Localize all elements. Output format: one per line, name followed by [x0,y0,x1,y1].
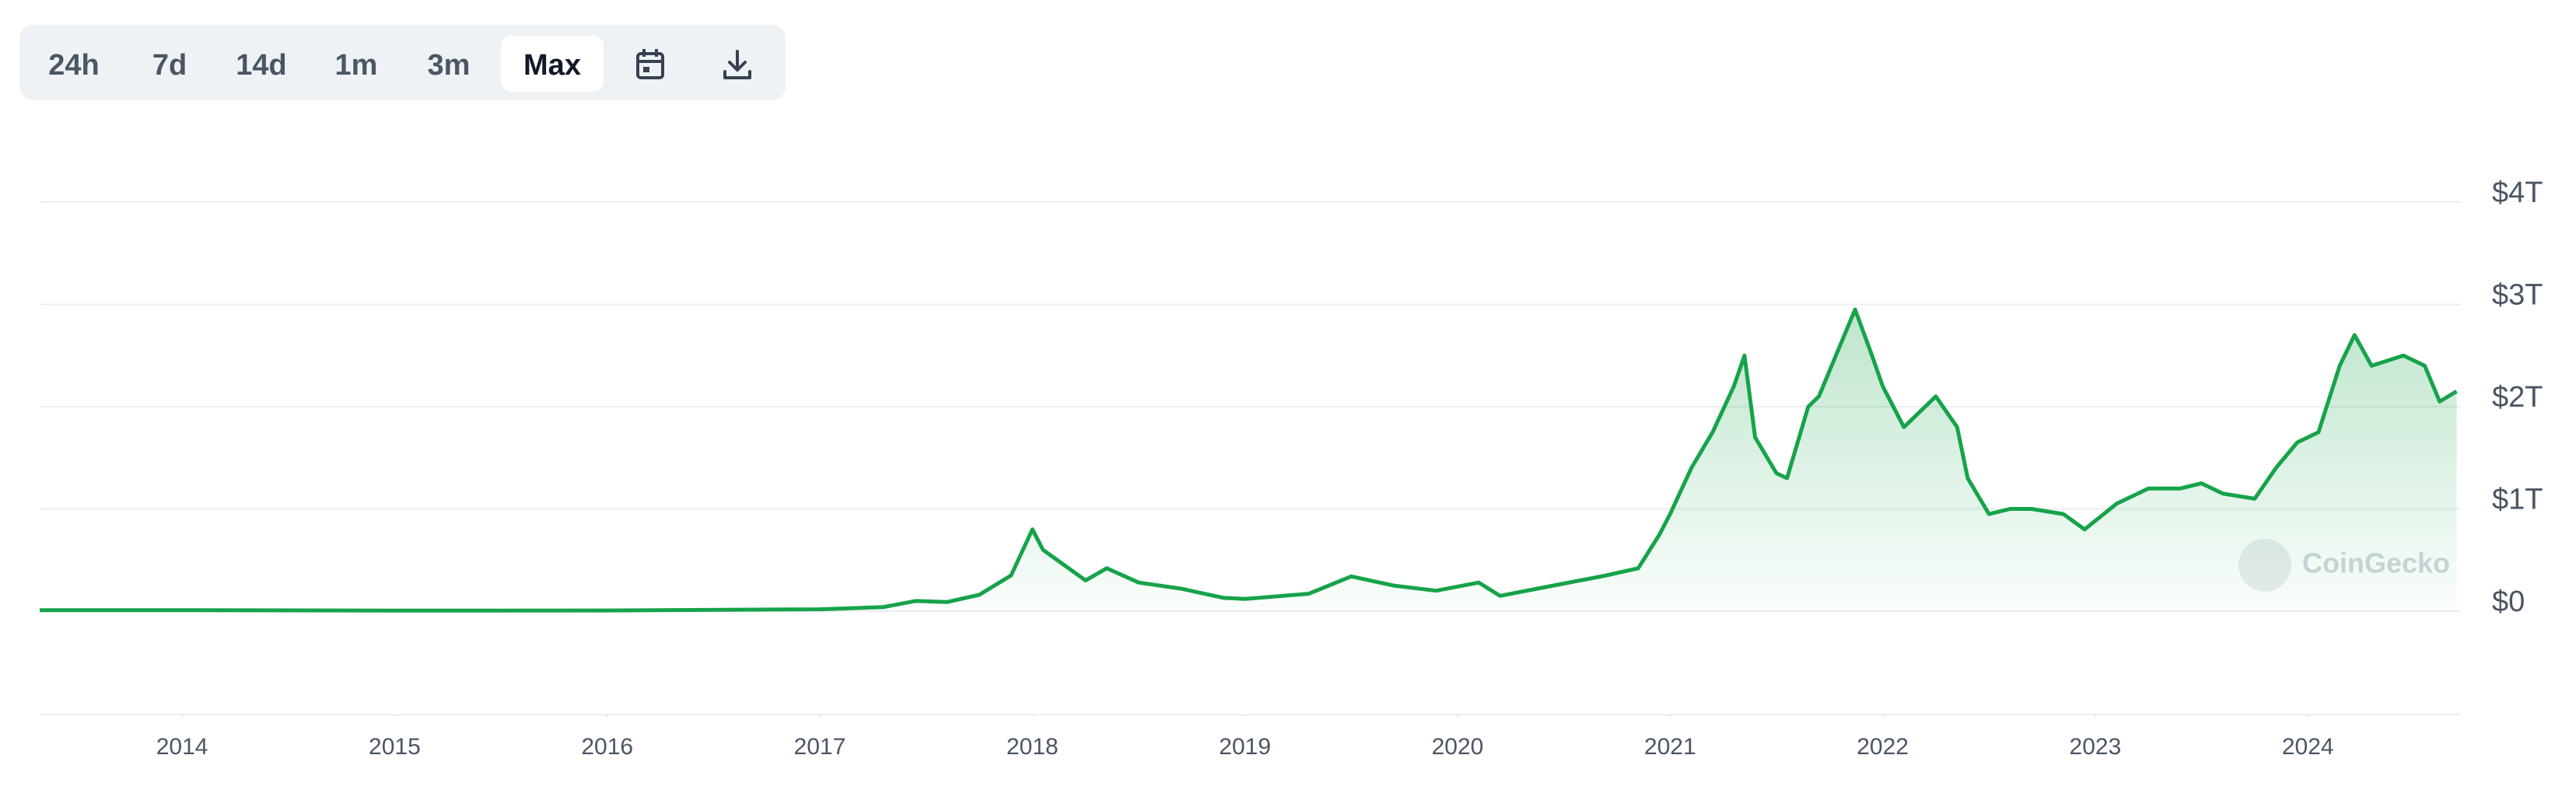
range-button[interactable]: 7d [152,49,187,82]
x-tick-label: 2015 [369,734,421,760]
range-button[interactable]: Max [523,49,581,82]
range-button[interactable]: 24h [48,49,99,82]
y-tick-label: $1T [2492,484,2543,516]
plot: $0 $1T $2T $3T $4T 2014 2015 2016 2017 2018 2019 20… [40,177,2543,760]
x-tick-label: 2022 [1857,734,1909,760]
x-tick-label: 2016 [581,734,633,760]
toolbar-buttons: 24h 7d 14d 1m 3m Max [48,36,604,92]
y-tick-label: $2T [2492,381,2543,414]
y-tick-label: $4T [2492,177,2543,209]
x-tick-label: 2023 [2070,734,2122,760]
x-tick-label: 2024 [2282,734,2334,760]
x-tick-label: 2017 [794,734,846,760]
area [40,309,2457,611]
y-tick-label: $0 [2492,586,2525,618]
y-tick-label: $3T [2492,279,2543,312]
range-button[interactable]: 3m [428,49,471,82]
calendar-icon[interactable] [636,49,664,79]
x-tick-label: 2020 [1432,734,1484,760]
toolbar [19,25,786,100]
x-tick-label: 2014 [156,734,208,760]
selected-range-bg [501,36,604,92]
download-icon[interactable] [723,50,751,79]
x-tick-label: 2019 [1219,734,1271,760]
x-tick-label: 2018 [1006,734,1059,760]
line [40,307,2458,613]
range-button[interactable]: 1m [335,49,378,82]
x-tick-label: 2021 [1644,734,1696,760]
range-button[interactable]: 14d [236,49,286,82]
